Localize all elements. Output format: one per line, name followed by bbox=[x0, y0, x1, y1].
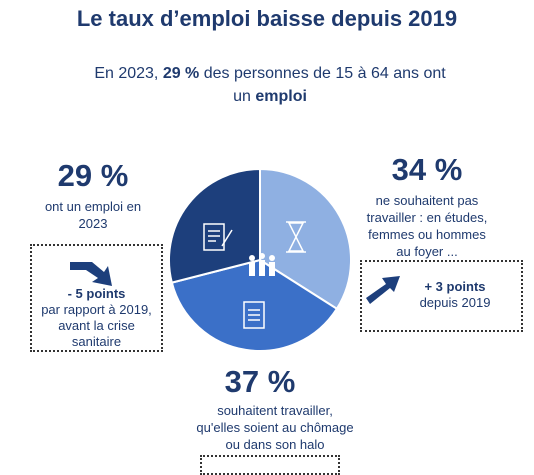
title: Le taux d’emploi baisse depuis 2019 bbox=[76, 6, 458, 31]
annotation: - 5 points par rapport à 2019, avant la c… bbox=[34, 286, 159, 350]
callout-box bbox=[30, 244, 163, 352]
page: {"chart_data": { "type": "pie", "title":… bbox=[30, 6, 523, 475]
category-label: ont un emploi en 2023 bbox=[44, 199, 142, 231]
subtitle-highlight: 29 % bbox=[162, 65, 200, 82]
arrow-up bbox=[366, 276, 400, 304]
subtitle: En 2023, 29 % des personnes de 15 à 64 a… bbox=[90, 62, 450, 108]
category-label: souhaitent travailler, qu'elles soient a… bbox=[196, 403, 354, 452]
document-icon bbox=[203, 223, 233, 251]
callout-box bbox=[360, 260, 523, 332]
category-label: ne souhaitent pas travailler : en études… bbox=[366, 193, 488, 259]
value-label: 37 % bbox=[224, 364, 296, 399]
people-icon bbox=[249, 253, 275, 276]
annotation-bold: - 5 points bbox=[67, 286, 126, 301]
annotation: + 3 points depuis 2019 bbox=[400, 279, 510, 311]
subtitle-text: En 2023, bbox=[94, 65, 163, 82]
value-label: 34 % bbox=[391, 152, 463, 187]
arrow-down bbox=[70, 262, 112, 286]
pie bbox=[168, 167, 352, 352]
annotation-text: depuis 2019 bbox=[419, 295, 491, 310]
chart bbox=[70, 167, 400, 352]
value-label: 29 % bbox=[57, 158, 129, 193]
hourglass-icon bbox=[286, 221, 306, 253]
infographic: Le taux d’emploi baisse depuis 2019 En 2… bbox=[30, 6, 523, 475]
subtitle-text: des personnes de 15 à 64 ans ont un bbox=[199, 65, 446, 105]
annotation-text: par rapport à 2019, avant la crise sanit… bbox=[41, 302, 152, 349]
form-icon bbox=[243, 301, 265, 329]
pie-slice bbox=[168, 167, 261, 284]
subtitle-highlight: emploi bbox=[255, 88, 307, 105]
pie-slice bbox=[170, 258, 339, 352]
annotation-bold: + 3 points bbox=[424, 279, 486, 294]
